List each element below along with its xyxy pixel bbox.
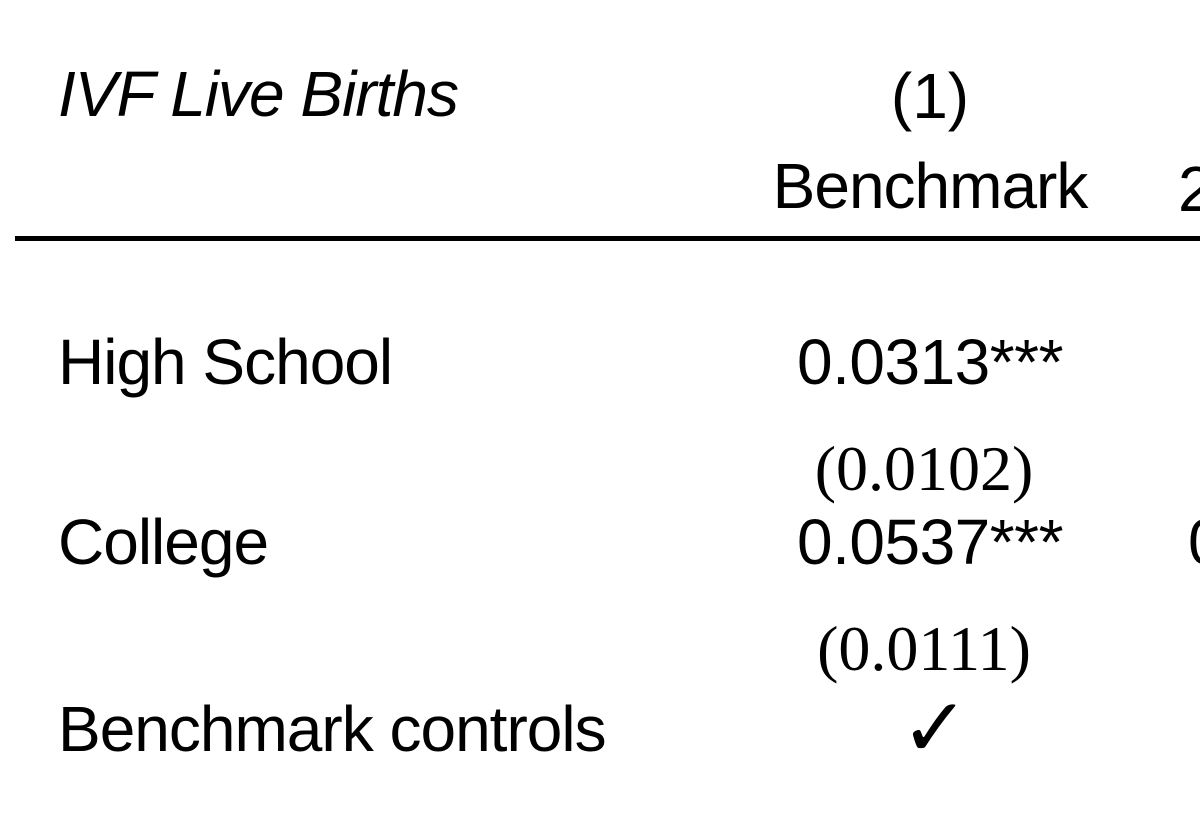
coefficient-high-school: 0.0313***	[797, 330, 1063, 394]
significance-stars: ***	[989, 326, 1064, 398]
column-2-number-partial: 2	[1178, 153, 1200, 225]
dependent-variable-label: IVF Live Births	[58, 58, 459, 130]
row-label-college: College	[58, 506, 269, 578]
coefficient-college: 0.0537***	[797, 510, 1063, 574]
coefficient-value: 0.0313	[797, 326, 990, 398]
row-label-high-school: High School	[58, 326, 393, 398]
significance-stars: ***	[989, 506, 1064, 578]
column-1-number: (1)	[890, 60, 970, 132]
row-label-benchmark-controls: Benchmark controls	[58, 693, 607, 765]
standard-error-college: (0.0111)	[817, 613, 1031, 684]
header-rule	[15, 236, 1200, 241]
coefficient-value: 0.0537	[797, 506, 990, 578]
column-1-name: Benchmark	[772, 150, 1089, 222]
checkmark-icon: ✓	[900, 681, 970, 776]
coefficient-college-column-2-partial: 0	[1188, 510, 1200, 574]
standard-error-high-school: (0.0102)	[814, 433, 1034, 504]
